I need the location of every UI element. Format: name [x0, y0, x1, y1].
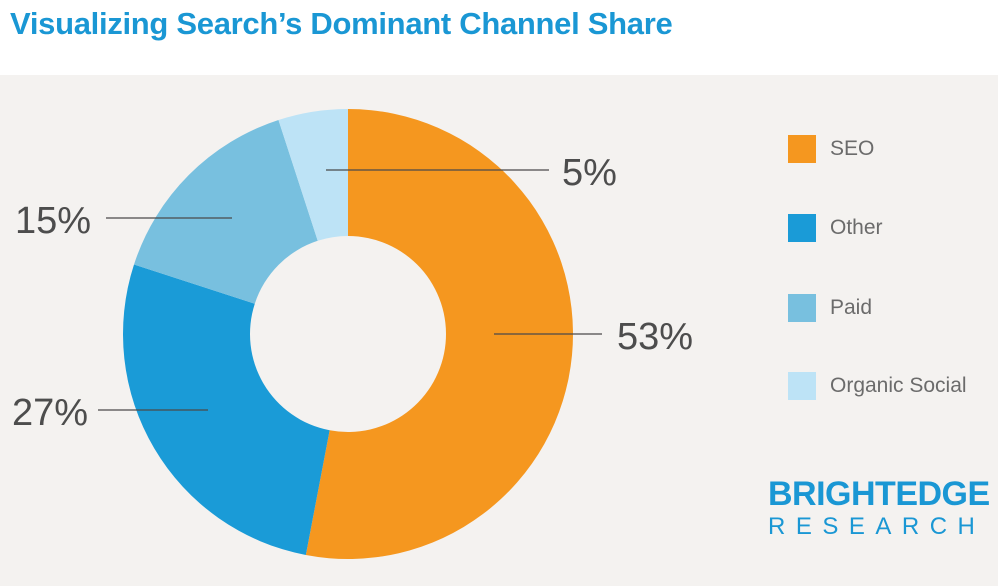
slice-organic-social — [278, 109, 348, 241]
legend-item-paid: Paid — [788, 293, 872, 323]
legend-swatch-other — [788, 214, 816, 242]
legend-swatch-paid — [788, 294, 816, 322]
legend-label-seo: SEO — [830, 137, 875, 160]
slice-paid — [134, 120, 318, 304]
slice-other — [122, 264, 330, 556]
legend-label-paid: Paid — [830, 296, 873, 319]
legend-item-organic-social: Organic Social — [788, 371, 967, 401]
data-label-other: 27% — [12, 392, 88, 434]
legend-swatch-seo — [788, 135, 816, 163]
data-label-seo: 53% — [617, 316, 693, 358]
legend-item-seo: SEO — [788, 134, 874, 164]
logo-subtitle: RESEARCH — [768, 513, 986, 540]
legend-label-organic-social: Organic Social — [830, 374, 967, 397]
data-label-paid: 15% — [15, 200, 91, 242]
legend-item-other: Other — [788, 213, 883, 243]
logo-wordmark: BRIGHTEDGE — [768, 475, 990, 513]
data-label-organic-social: 5% — [562, 152, 617, 194]
page-title: Visualizing Search’s Dominant Channel Sh… — [10, 6, 673, 41]
slice-seo — [305, 109, 573, 559]
legend-label-other: Other — [830, 216, 883, 239]
brightedge-logo: BRIGHTEDGE RESEARCH — [768, 475, 990, 542]
legend-swatch-organic-social — [788, 372, 816, 400]
